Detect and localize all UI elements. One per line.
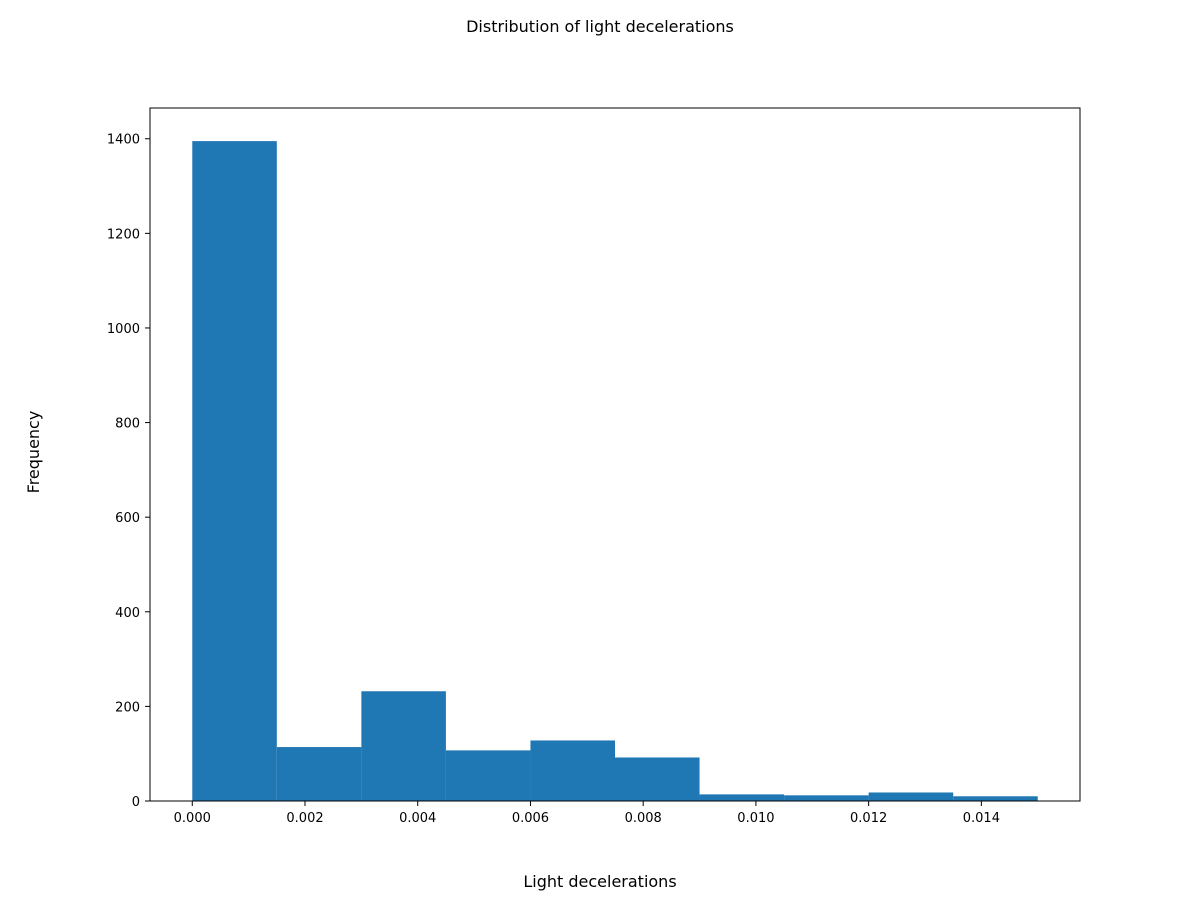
y-tick-label: 1400 — [107, 133, 140, 148]
y-tick-label: 1000 — [107, 322, 140, 337]
histogram-bar-8 — [784, 795, 869, 801]
y-axis-ticks: 0 200 400 600 800 1000 1200 1400 — [107, 133, 150, 810]
y-tick-label: 200 — [115, 700, 140, 715]
y-axis-label: Frequency — [24, 411, 43, 494]
histogram-bar-2 — [276, 747, 362, 801]
x-tick-label: 0.010 — [737, 811, 774, 826]
histogram-bar-1 — [192, 141, 277, 802]
histogram-bar-7 — [699, 794, 785, 801]
plot-frame — [149, 107, 1081, 802]
histogram-bar-3 — [361, 691, 446, 801]
histogram-bar-10 — [953, 796, 1038, 801]
y-tick-label: 400 — [115, 606, 140, 621]
x-tick-label: 0.002 — [286, 811, 323, 826]
histogram-bar-9 — [868, 792, 954, 801]
x-tick-label: 0.000 — [174, 811, 211, 826]
x-tick-label: 0.008 — [625, 811, 662, 826]
y-tick-label: 0 — [132, 795, 140, 810]
y-tick-label: 600 — [115, 511, 140, 526]
y-tick-label: 1200 — [107, 227, 140, 242]
histogram-bar-4 — [445, 750, 531, 801]
x-tick-label: 0.006 — [512, 811, 549, 826]
x-axis-label: Light decelerations — [523, 872, 676, 891]
histogram-bar-6 — [615, 757, 700, 801]
x-tick-label: 0.014 — [963, 811, 1000, 826]
x-tick-label: 0.004 — [399, 811, 436, 826]
x-axis-ticks: 0.000 0.002 0.004 0.006 0.008 0.010 0.012 0.014 — [174, 801, 1000, 826]
x-tick-label: 0.012 — [850, 811, 887, 826]
histogram-bars — [192, 141, 1038, 802]
y-tick-label: 800 — [115, 417, 140, 432]
chart-title: Distribution of light decelerations — [466, 17, 734, 36]
histogram-bar-5 — [530, 740, 615, 801]
